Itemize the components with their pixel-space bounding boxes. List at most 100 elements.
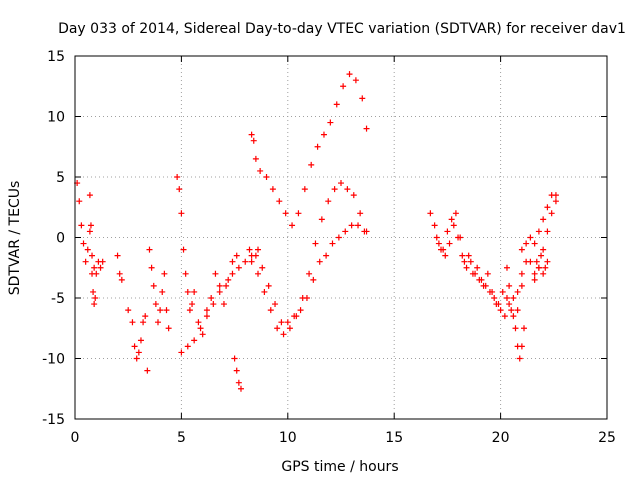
data-point [78, 222, 85, 229]
data-point [306, 270, 313, 277]
data-point [510, 295, 517, 301]
data-point [89, 270, 96, 277]
data-point [518, 343, 525, 350]
series-arc3 [114, 252, 151, 374]
y-tick-labels: -15 -10 -5 0 5 10 15 [42, 49, 65, 428]
data-point [318, 216, 325, 223]
data-point [125, 307, 132, 314]
data-point [316, 258, 323, 265]
data-point [323, 252, 330, 259]
data-point [97, 264, 104, 271]
data-point [280, 331, 287, 338]
data-point [431, 222, 438, 229]
data-point [523, 240, 530, 247]
data-point [135, 349, 142, 356]
data-point [154, 319, 161, 326]
data-point [301, 186, 308, 193]
data-point [233, 367, 240, 374]
x-tick-label: 10 [279, 430, 297, 446]
data-point [355, 222, 362, 229]
data-point [250, 137, 257, 144]
data-point [286, 325, 293, 332]
y-tick-label: 0 [56, 231, 65, 247]
series-arc4 [146, 246, 172, 332]
data-point [512, 325, 519, 332]
series-arc1 [74, 180, 106, 277]
data-point [521, 325, 528, 332]
data-point [548, 210, 555, 217]
data-point [427, 210, 434, 217]
data-point [137, 337, 144, 344]
data-point [461, 258, 468, 265]
y-tick-label: 10 [47, 110, 65, 126]
data-point [178, 210, 185, 217]
data-point [174, 174, 181, 180]
y-tick-label: -10 [42, 352, 65, 368]
data-point [516, 355, 523, 362]
data-point [497, 307, 504, 314]
data-point [84, 246, 91, 253]
data-point [531, 276, 538, 283]
series-arc6 [178, 246, 262, 356]
data-point [518, 246, 525, 253]
data-point [506, 301, 513, 308]
data-point [350, 192, 357, 199]
data-point [184, 343, 191, 350]
data-point [450, 222, 457, 229]
data-point [474, 264, 481, 271]
data-point [503, 264, 510, 271]
data-point [246, 246, 253, 253]
data-point [338, 180, 344, 187]
data-point [90, 288, 97, 295]
data-point [480, 282, 487, 289]
data-point [533, 258, 540, 265]
data-point [131, 343, 138, 350]
data-point [444, 228, 451, 235]
data-point [212, 270, 219, 277]
data-point [223, 282, 230, 289]
data-point [140, 319, 147, 326]
data-point [267, 307, 274, 314]
data-point [87, 222, 94, 229]
x-tick-label: 20 [492, 430, 510, 446]
data-point [89, 252, 96, 259]
data-point [438, 246, 445, 253]
data-point [210, 301, 217, 308]
data-point [165, 325, 172, 332]
x-tick-label: 25 [598, 430, 616, 446]
series-arc13 [503, 264, 528, 362]
data-point [274, 325, 281, 332]
data-point [195, 319, 202, 326]
data-point [80, 240, 87, 247]
data-point [291, 313, 298, 320]
data-point [518, 282, 525, 289]
data-point [248, 258, 255, 265]
data-point [542, 264, 549, 271]
data-point [146, 246, 153, 253]
data-point [197, 325, 204, 332]
data-point [91, 264, 98, 271]
data-point [552, 198, 559, 205]
data-point [178, 349, 185, 356]
data-point [129, 319, 136, 326]
series-arc8 [248, 71, 370, 229]
data-point [229, 270, 236, 277]
data-point [189, 301, 196, 308]
data-point [361, 228, 368, 235]
data-point [514, 288, 521, 295]
data-point [348, 222, 355, 229]
data-point [472, 270, 479, 277]
data-point [161, 270, 168, 277]
data-point [552, 192, 559, 199]
data-point [229, 258, 236, 265]
data-point [527, 234, 534, 241]
series-arc5 [174, 174, 240, 338]
data-point [506, 282, 513, 289]
data-point [191, 288, 198, 295]
data-point [503, 295, 510, 301]
data-point [463, 264, 470, 271]
data-point [493, 301, 500, 308]
data-point [182, 270, 189, 277]
series-arc10 [246, 222, 368, 326]
data-point [455, 234, 462, 241]
